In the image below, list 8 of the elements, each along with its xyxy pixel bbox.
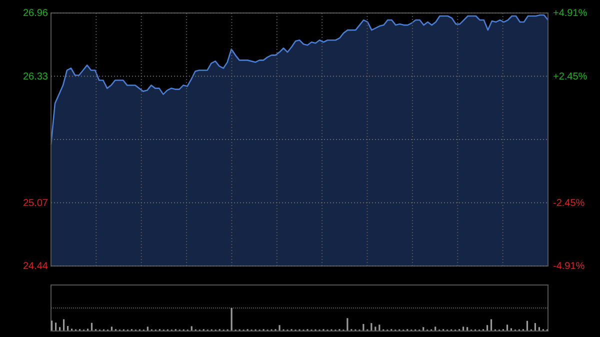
y-tick-label: 26.33 (22, 71, 48, 82)
y2-tick-label: -4.91% (553, 261, 585, 272)
y-tick-label: 26.96 (22, 8, 48, 20)
y-tick-label: 24.44 (22, 261, 48, 272)
y2-tick-label: +4.91% (553, 8, 588, 20)
y2-tick-label: +2.45% (553, 72, 588, 83)
y-tick-label: 25.07 (22, 198, 48, 209)
y2-tick-label: -2.45% (553, 198, 585, 209)
